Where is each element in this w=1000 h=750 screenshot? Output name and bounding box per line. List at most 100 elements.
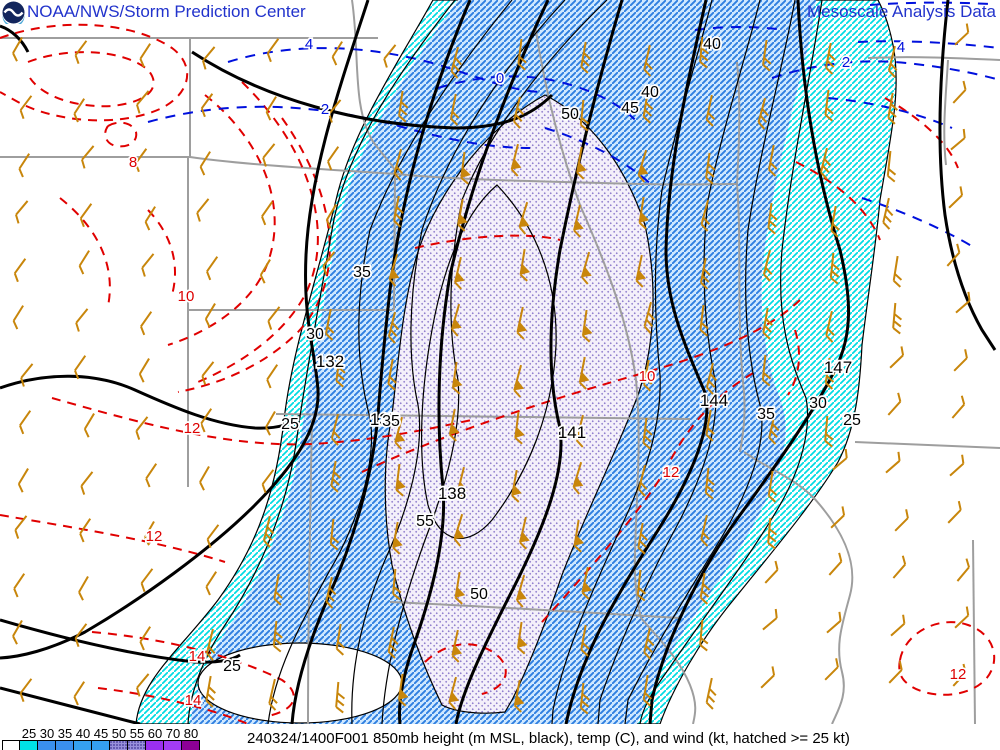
height-contours: [0, 0, 997, 724]
wind-barb: [12, 620, 23, 645]
height-contour-label: 132: [316, 352, 344, 371]
wind-barb: [757, 97, 769, 130]
wind-barb: [573, 519, 585, 553]
wind-barb: [819, 147, 832, 180]
wind-barb: [453, 513, 465, 547]
isotach-contour-label: 35: [757, 406, 775, 423]
wind-barb: [268, 678, 278, 711]
wind-barb: [13, 258, 27, 283]
wind-barb: [828, 552, 843, 576]
wind-barb: [761, 354, 772, 387]
wind-barb: [454, 256, 465, 290]
isotach-fill-50: [384, 94, 654, 714]
wind-barb: [136, 90, 150, 114]
temp_warm-contour-label: 14: [189, 648, 206, 665]
data-source-title: Mesoscale Analysis Data: [807, 2, 996, 21]
colorbar-tick-label: 50: [111, 726, 127, 741]
wind-barb: [956, 558, 970, 582]
colorbar-cells: [2, 740, 200, 750]
wind-barb: [199, 466, 210, 491]
wind-barb: [328, 99, 342, 123]
wind-barb: [136, 673, 150, 697]
wind-barb: [450, 93, 460, 126]
colorbar-tick-label: 55: [129, 726, 145, 741]
wind-barb: [643, 301, 655, 334]
wind-barb: [637, 149, 649, 183]
wind-barb: [699, 304, 709, 337]
wind-barb: [580, 251, 592, 285]
temp_cool-contour-label: 4: [897, 39, 905, 56]
wind-barb: [383, 44, 397, 68]
wind-barb: [330, 413, 341, 446]
wind-barb: [141, 253, 155, 277]
wind-barb: [578, 356, 590, 390]
height-contour-label: 144: [700, 391, 728, 410]
colorbar-cell: [74, 740, 92, 750]
wind-barb: [140, 311, 153, 336]
wind-barb: [196, 198, 210, 222]
isotach-contour-label: 50: [470, 586, 488, 603]
wind-barb: [954, 606, 970, 629]
wind-barb: [762, 307, 773, 340]
wind-barb: [894, 509, 909, 532]
temp_warm-contour-label: 8: [129, 154, 137, 171]
wind-barb: [892, 555, 907, 579]
temp_warm-contour-label: 10: [178, 288, 195, 305]
temp_warm-contour-label: 12: [663, 464, 680, 481]
wind-barbs: [12, 23, 971, 715]
wind-barb: [330, 460, 341, 493]
wind-barb: [387, 626, 399, 659]
height-contour-label: 135: [370, 410, 398, 429]
wind-barb: [885, 451, 901, 474]
wind-barb: [139, 626, 152, 651]
temp_cool-contour-label: 4: [305, 36, 313, 53]
wind-barb: [135, 416, 149, 440]
wind-barb: [393, 195, 404, 228]
isotach-contour-label: 30: [809, 395, 827, 412]
wind-barb: [74, 40, 88, 65]
wind-barb: [826, 611, 842, 634]
wind-barb: [892, 255, 903, 288]
wind-barb: [889, 346, 905, 369]
wind-barb: [952, 80, 967, 104]
wind-barb: [325, 308, 335, 341]
wind-barb: [516, 621, 528, 655]
colorbar-cell: [2, 740, 20, 750]
wind-barb: [17, 468, 29, 493]
wind-barb: [519, 248, 531, 282]
wind-barb: [18, 153, 31, 178]
wind-barb: [80, 471, 94, 495]
wind-barb: [140, 568, 154, 593]
isotach-contour-label: 35: [382, 413, 400, 430]
wind-barb: [572, 461, 584, 495]
isotach-contour-label: 25: [843, 412, 861, 429]
wind-barb: [642, 674, 653, 707]
wind-barb: [513, 679, 525, 713]
wind-barb: [454, 571, 466, 605]
wind-barb: [83, 413, 95, 438]
wind-barb: [272, 620, 283, 653]
wind-barb: [824, 357, 836, 390]
wind-barb: [205, 628, 216, 661]
wind-barb: [19, 95, 33, 120]
wind-barb: [261, 201, 274, 226]
wind-barb: [139, 43, 152, 68]
isotach-contours: [187, 0, 823, 724]
wind-barb: [637, 464, 648, 497]
wind-barb: [576, 146, 587, 180]
wind-barb: [15, 200, 29, 224]
colorbar-tick-label: 45: [93, 726, 109, 741]
wind-barb: [888, 660, 903, 684]
wind-barb: [579, 682, 590, 715]
wind-barb: [265, 96, 277, 121]
wind-barb: [892, 302, 903, 335]
wind-barb: [262, 143, 276, 167]
temp_cool-contour-label: 2: [842, 54, 850, 71]
wind-barb: [519, 516, 530, 550]
wind-barb: [829, 252, 840, 285]
colorbar-cell: [20, 740, 38, 750]
colorbar-cell: [128, 740, 146, 750]
wind-barb: [460, 151, 471, 185]
